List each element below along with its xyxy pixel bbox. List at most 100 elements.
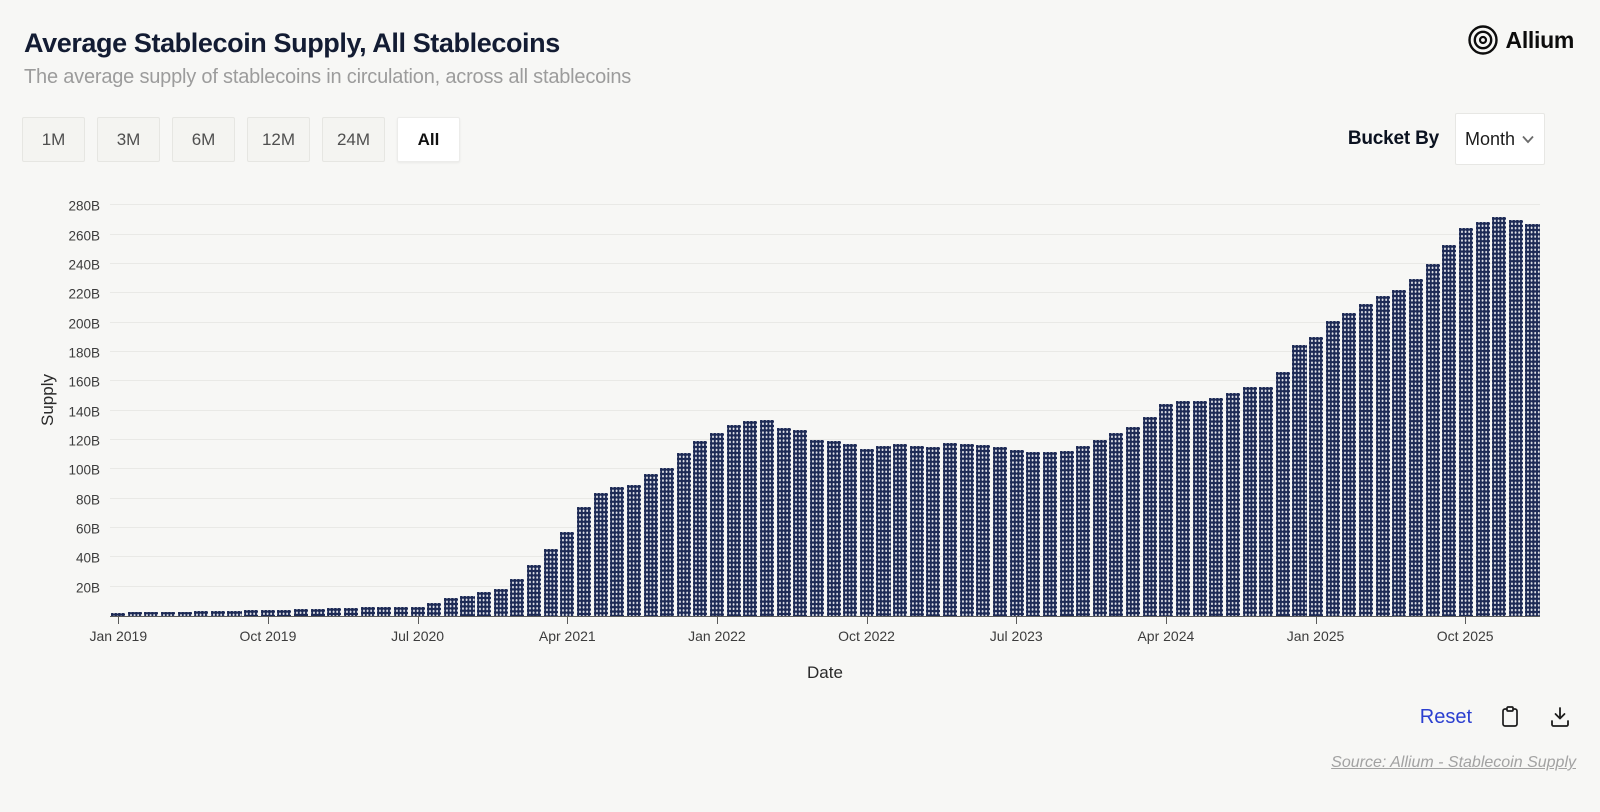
bar[interactable] <box>759 420 775 616</box>
bar[interactable] <box>460 596 475 616</box>
bar[interactable] <box>1042 451 1057 616</box>
bar[interactable] <box>593 492 608 616</box>
bar[interactable] <box>909 445 924 616</box>
range-button-6m[interactable]: 6M <box>172 117 235 162</box>
bar[interactable] <box>943 442 958 616</box>
bar[interactable] <box>260 610 275 616</box>
bar[interactable] <box>926 446 941 616</box>
bar[interactable] <box>1359 304 1374 616</box>
bar[interactable] <box>1408 278 1424 616</box>
bar[interactable] <box>310 608 325 616</box>
range-button-12m[interactable]: 12M <box>247 117 310 162</box>
bar[interactable] <box>1242 386 1257 616</box>
bar[interactable] <box>127 612 142 616</box>
bar[interactable] <box>327 608 342 616</box>
bar[interactable] <box>959 444 974 616</box>
bar[interactable] <box>1442 244 1457 616</box>
bar[interactable] <box>1026 451 1041 616</box>
bar[interactable] <box>443 598 458 616</box>
bar[interactable] <box>427 603 442 616</box>
bar[interactable] <box>277 609 292 616</box>
bar[interactable] <box>527 564 542 616</box>
source-attribution[interactable]: Source: Allium - Stablecoin Supply <box>1331 754 1576 771</box>
bar[interactable] <box>1225 393 1240 616</box>
bar[interactable] <box>144 612 159 616</box>
bar[interactable] <box>343 607 359 616</box>
bar[interactable] <box>1126 426 1141 616</box>
bar[interactable] <box>859 448 874 616</box>
bar[interactable] <box>227 610 242 616</box>
bar[interactable] <box>843 444 858 616</box>
bar[interactable] <box>576 507 591 616</box>
bar[interactable] <box>244 610 259 616</box>
bar[interactable] <box>1192 400 1207 616</box>
bar[interactable] <box>1209 397 1224 616</box>
download-icon[interactable] <box>1548 705 1572 729</box>
bar[interactable] <box>809 439 824 616</box>
bar[interactable] <box>360 607 375 616</box>
clipboard-icon[interactable] <box>1498 705 1522 729</box>
bar[interactable] <box>477 592 492 616</box>
bar[interactable] <box>1342 313 1357 616</box>
bar[interactable] <box>543 549 558 616</box>
bar[interactable] <box>377 607 392 616</box>
bar[interactable] <box>1525 223 1540 616</box>
bar[interactable] <box>992 446 1007 616</box>
bar[interactable] <box>793 429 808 616</box>
bar[interactable] <box>1309 337 1324 616</box>
bar[interactable] <box>1009 449 1024 616</box>
bar[interactable] <box>1508 219 1523 616</box>
bar[interactable] <box>976 444 991 616</box>
bar[interactable] <box>1092 439 1107 616</box>
reset-button[interactable]: Reset <box>1419 705 1472 728</box>
bar[interactable] <box>1458 227 1473 616</box>
bar[interactable] <box>393 607 408 616</box>
bar[interactable] <box>1259 386 1274 616</box>
bar[interactable] <box>1475 221 1490 616</box>
bar[interactable] <box>610 486 625 616</box>
bar[interactable] <box>893 443 908 616</box>
bar[interactable] <box>1425 263 1440 616</box>
bar[interactable] <box>676 453 691 616</box>
gridline <box>110 585 1540 587</box>
bar[interactable] <box>1492 217 1507 616</box>
bar[interactable] <box>1159 403 1174 616</box>
bar[interactable] <box>1375 296 1390 616</box>
bar[interactable] <box>194 611 209 616</box>
bar[interactable] <box>1325 321 1340 616</box>
bar[interactable] <box>493 589 508 616</box>
bar[interactable] <box>710 432 725 616</box>
bar[interactable] <box>826 441 841 616</box>
bar[interactable] <box>560 532 575 616</box>
bar[interactable] <box>626 485 641 616</box>
bar[interactable] <box>1142 416 1157 616</box>
bar[interactable] <box>693 441 708 616</box>
bar[interactable] <box>1076 445 1091 616</box>
range-button-all[interactable]: All <box>397 117 460 162</box>
bar[interactable] <box>1059 451 1074 616</box>
bar[interactable] <box>410 606 425 616</box>
bar[interactable] <box>726 425 741 616</box>
bar[interactable] <box>743 420 758 616</box>
range-button-3m[interactable]: 3M <box>97 117 160 162</box>
bar[interactable] <box>1392 290 1407 616</box>
bar[interactable] <box>876 445 891 616</box>
bar[interactable] <box>776 428 791 616</box>
bar[interactable] <box>643 474 658 616</box>
bar[interactable] <box>210 611 225 616</box>
bar[interactable] <box>294 609 309 616</box>
bar[interactable] <box>160 611 175 616</box>
bar[interactable] <box>1275 371 1290 616</box>
range-button-24m[interactable]: 24M <box>322 117 385 162</box>
range-button-1m[interactable]: 1M <box>22 117 85 162</box>
chart-plot-area: 20B 40B 60B 80B 100B 120B 140B 160B 180B 200B 220B… <box>68 195 1540 644</box>
x-tick-label: Apr 2021 <box>538 628 596 644</box>
bar[interactable] <box>1109 432 1124 616</box>
bar[interactable] <box>177 611 192 616</box>
bar[interactable] <box>1292 345 1307 616</box>
bar[interactable] <box>510 579 525 616</box>
bucket-by-dropdown[interactable]: Month <box>1455 113 1545 165</box>
bar[interactable] <box>111 612 126 616</box>
bar[interactable] <box>660 467 675 616</box>
bar[interactable] <box>1176 400 1191 616</box>
